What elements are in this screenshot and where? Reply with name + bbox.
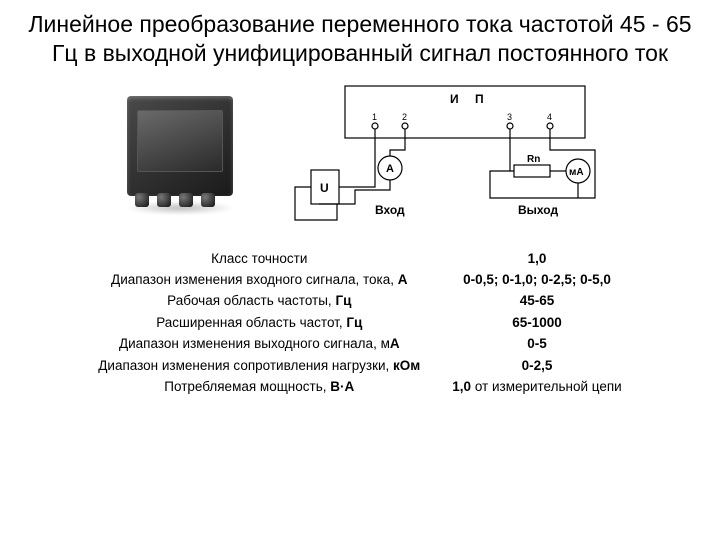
spec-label: Диапазон изменения входного сигнала, ток… [82,269,436,290]
table-row: Диапазон изменения выходного сигнала, мА… [82,333,637,354]
svg-text:3: 3 [507,112,512,122]
spec-label: Диапазон изменения сопротивления нагрузк… [82,354,436,375]
svg-text:4: 4 [547,112,552,122]
table-row: Потребляемая мощность, В·А1,0 от измерит… [82,376,637,397]
table-row: Диапазон изменения входного сигнала, ток… [82,269,637,290]
spec-label: Класс точности [82,248,436,269]
spec-value: 45-65 [436,290,637,311]
block-label-i: И [450,92,459,106]
input-label: Вход [375,203,405,217]
spec-table: Класс точности1,0Диапазон изменения вход… [82,248,637,398]
wiring-schematic: И П 1 2 3 4 U A Вход [275,80,605,230]
svg-text:Rn: Rn [527,154,540,165]
table-row: Класс точности1,0 [82,248,637,269]
table-row: Рабочая область частоты, Гц45-65 [82,290,637,311]
spec-label: Расширенная область частот, Гц [82,312,436,333]
spec-value: 1,0 от измерительной цепи [436,376,637,397]
device-photo [115,92,245,217]
spec-value: 65-1000 [436,312,637,333]
spec-label: Диапазон изменения выходного сигнала, мА [82,333,436,354]
spec-label: Потребляемая мощность, В·А [82,376,436,397]
block-label-p: П [475,92,484,106]
figure-row: И П 1 2 3 4 U A Вход [0,80,720,230]
svg-text:U: U [320,181,329,195]
svg-text:2: 2 [402,112,407,122]
spec-label: Рабочая область частоты, Гц [82,290,436,311]
svg-text:мА: мА [569,167,584,178]
spec-value: 1,0 [436,248,637,269]
spec-value: 0-5 [436,333,637,354]
spec-value: 0-2,5 [436,354,637,375]
table-row: Расширенная область частот, Гц65-1000 [82,312,637,333]
svg-text:A: A [386,163,394,175]
output-label: Выход [518,203,558,217]
page-title: Линейное преобразование переменного тока… [0,0,720,74]
spec-value: 0-0,5; 0-1,0; 0-2,5; 0-5,0 [436,269,637,290]
table-row: Диапазон изменения сопротивления нагрузк… [82,354,637,375]
svg-text:1: 1 [372,112,377,122]
